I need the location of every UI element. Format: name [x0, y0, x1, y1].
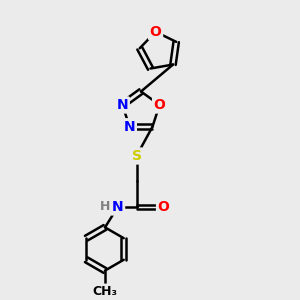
Text: N: N	[117, 98, 128, 112]
Text: O: O	[158, 200, 169, 214]
Text: S: S	[131, 149, 142, 163]
Text: N: N	[112, 200, 124, 214]
Text: N: N	[124, 120, 135, 134]
Text: O: O	[150, 25, 162, 39]
Text: O: O	[154, 98, 166, 112]
Text: CH₃: CH₃	[92, 285, 118, 298]
Text: H: H	[100, 200, 110, 214]
